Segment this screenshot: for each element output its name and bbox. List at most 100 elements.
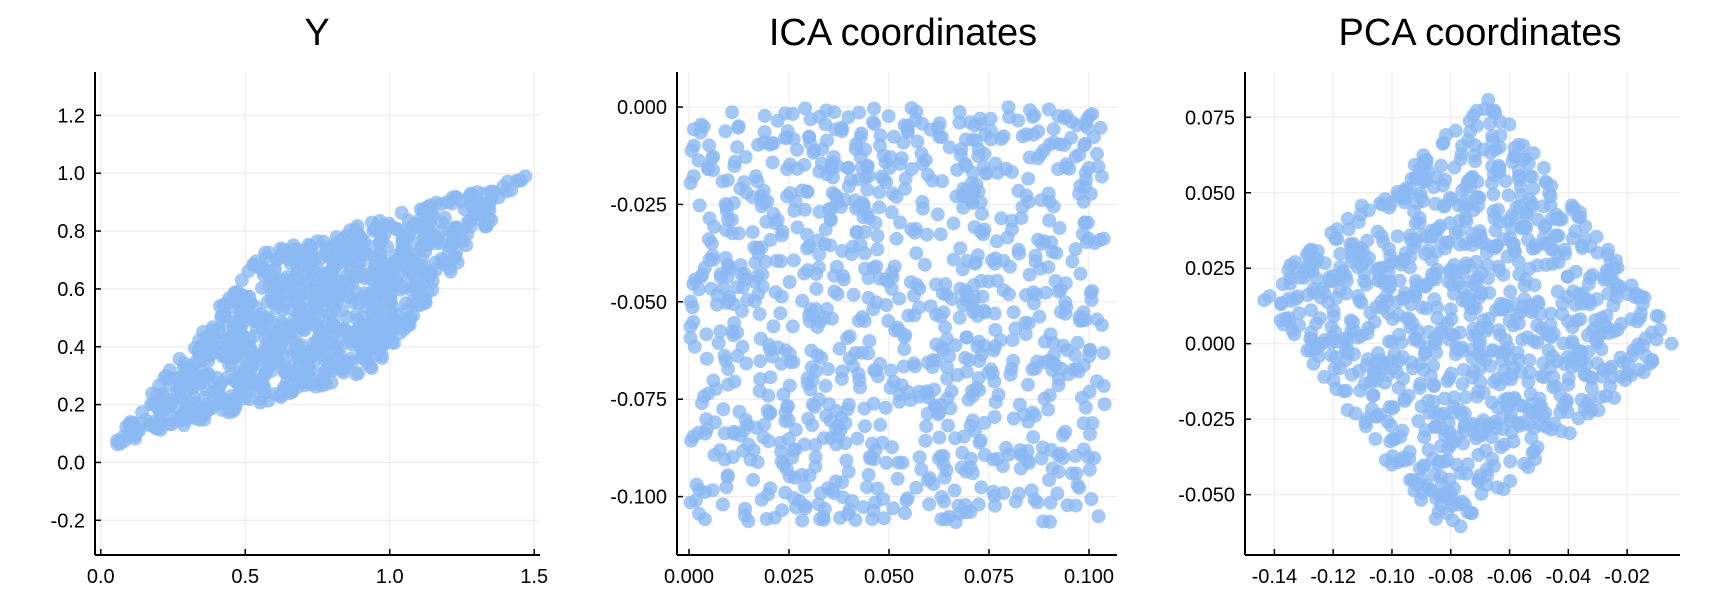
data-point xyxy=(146,397,161,411)
data-point xyxy=(938,277,953,292)
data-point xyxy=(725,105,739,120)
data-point xyxy=(786,491,801,505)
data-point xyxy=(926,353,941,367)
data-point xyxy=(437,210,452,225)
data-point xyxy=(1610,260,1625,275)
data-point xyxy=(1601,320,1616,335)
data-point xyxy=(1398,246,1413,260)
data-point xyxy=(1333,283,1348,298)
data-point xyxy=(774,356,789,371)
data-point xyxy=(846,287,861,302)
data-point xyxy=(718,353,733,368)
data-point xyxy=(1333,246,1348,261)
data-point xyxy=(1519,208,1534,223)
data-point xyxy=(1476,385,1491,400)
data-point xyxy=(303,313,318,328)
data-point xyxy=(1568,224,1583,239)
data-point xyxy=(1050,486,1065,501)
data-point xyxy=(1369,300,1384,315)
subplot-title: ICA coordinates xyxy=(769,12,1037,54)
data-point xyxy=(716,402,731,417)
data-point xyxy=(1445,498,1460,513)
data-point xyxy=(898,171,913,186)
data-point xyxy=(1473,320,1488,335)
data-point xyxy=(801,308,816,323)
data-point xyxy=(1384,418,1398,433)
data-point xyxy=(987,306,1002,321)
data-point xyxy=(1441,416,1456,431)
data-point xyxy=(823,238,838,253)
y-tick-label: 0.000 xyxy=(617,97,667,119)
data-point xyxy=(1048,274,1063,288)
data-point xyxy=(1354,257,1369,272)
data-point xyxy=(1044,442,1059,457)
data-point xyxy=(1044,235,1059,250)
data-point xyxy=(985,253,999,268)
data-point xyxy=(1523,387,1538,401)
data-point xyxy=(920,406,935,421)
y-tick-label: -0.075 xyxy=(610,389,667,411)
data-point xyxy=(1561,377,1576,392)
subplot-ica: ICA coordinates 0.000 0.025 0.050 0.075 0.10… xyxy=(610,12,1117,588)
data-point xyxy=(1427,292,1442,307)
data-point xyxy=(973,111,988,126)
data-point xyxy=(802,238,817,253)
data-point xyxy=(1370,224,1385,239)
y-tick-label: 0.075 xyxy=(1185,107,1235,129)
data-point xyxy=(959,330,974,345)
data-point xyxy=(994,131,1009,146)
data-point xyxy=(873,417,888,432)
y-tick-label: -0.025 xyxy=(1178,409,1235,431)
x-tick-label: 0.025 xyxy=(764,566,814,588)
data-point xyxy=(225,349,240,364)
data-point xyxy=(1469,431,1484,446)
data-point xyxy=(930,207,945,222)
data-point xyxy=(797,202,812,217)
x-tick-label: 1.5 xyxy=(520,566,548,588)
data-point xyxy=(751,137,766,152)
data-point xyxy=(386,322,401,336)
data-point xyxy=(1359,277,1374,292)
data-point xyxy=(940,360,954,375)
data-point xyxy=(1423,369,1438,384)
data-point xyxy=(1002,287,1016,302)
data-point xyxy=(217,309,232,324)
data-point xyxy=(705,151,719,166)
data-point xyxy=(892,387,907,402)
data-point xyxy=(470,207,485,222)
data-point xyxy=(402,318,417,332)
data-point xyxy=(879,175,894,190)
data-point xyxy=(881,109,896,124)
data-point xyxy=(761,337,776,352)
data-point xyxy=(1568,297,1583,312)
data-point xyxy=(870,242,885,257)
data-point xyxy=(999,440,1013,455)
data-point xyxy=(381,305,396,320)
data-point xyxy=(1495,422,1510,436)
data-point xyxy=(1427,467,1442,482)
data-point xyxy=(1506,318,1521,333)
data-point xyxy=(829,189,844,204)
data-point xyxy=(425,283,440,297)
data-point xyxy=(1304,303,1319,318)
data-point xyxy=(1096,346,1111,360)
data-point xyxy=(733,258,748,272)
data-point xyxy=(1303,343,1318,358)
data-point xyxy=(1512,267,1527,282)
data-point xyxy=(1359,358,1374,373)
data-point xyxy=(1084,293,1099,307)
data-point xyxy=(1517,278,1532,293)
data-point xyxy=(1068,242,1083,257)
data-point xyxy=(713,324,728,339)
data-point xyxy=(1348,406,1363,421)
data-point xyxy=(1549,229,1564,244)
data-point xyxy=(1022,267,1037,282)
data-point xyxy=(1460,505,1475,520)
data-point xyxy=(1375,260,1390,275)
data-point xyxy=(1565,334,1580,349)
data-point xyxy=(1449,340,1464,355)
data-point xyxy=(1398,181,1413,196)
data-point xyxy=(1034,451,1049,466)
data-point xyxy=(719,480,734,495)
data-point xyxy=(958,156,973,171)
